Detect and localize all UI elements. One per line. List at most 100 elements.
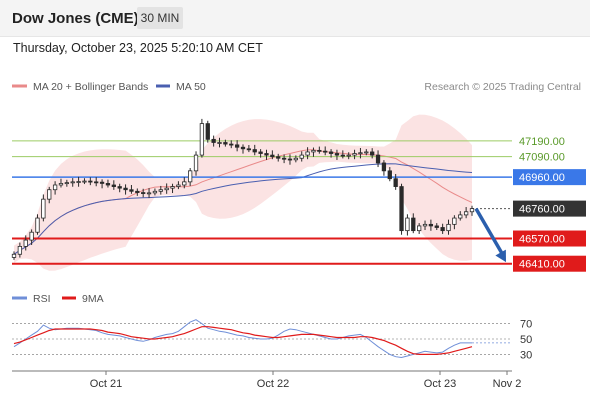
candle-body [41, 198, 46, 219]
candle-body [422, 223, 428, 227]
candle-body [99, 181, 105, 184]
candle-body [146, 192, 152, 195]
candle [88, 177, 93, 186]
candle-body [64, 182, 69, 185]
research-credit: Research © 2025 Trading Central [424, 81, 581, 93]
candle-body [417, 225, 422, 232]
candle [334, 149, 340, 160]
candle-body [229, 143, 234, 146]
time-axis: Oct 21 Oct 22 Oct 23 Nov 2 [12, 370, 521, 390]
candle-body [458, 214, 463, 219]
instrument-title: Dow Jones (CME) [12, 10, 139, 27]
candle-body [399, 186, 404, 232]
support-2-label: 46410.00 [519, 259, 565, 271]
candle [229, 140, 234, 149]
candle [176, 181, 181, 190]
candle-body [317, 149, 322, 152]
candle-body [323, 150, 328, 153]
price-pane: 47190.00 47090.00 46960.00 46760.00 46570.00… [11, 114, 586, 272]
candle-body [270, 154, 275, 158]
time-tick-label: Oct 21 [90, 378, 122, 390]
rsi-level-label: 50 [520, 334, 532, 346]
candle [164, 183, 169, 194]
candle [387, 167, 392, 182]
candle-body [463, 211, 469, 216]
candle [458, 211, 463, 221]
candle-body [211, 138, 216, 143]
candle-body [88, 180, 93, 183]
current-label: 46760.00 [519, 204, 565, 216]
candle-body [293, 157, 298, 161]
candle [41, 194, 46, 222]
candle-body [129, 189, 134, 192]
candle-body [141, 192, 146, 194]
candle [193, 151, 199, 176]
candle [299, 151, 304, 162]
candle [328, 149, 334, 158]
candle-body [105, 183, 111, 186]
candle [446, 219, 451, 235]
candle-body [387, 170, 392, 180]
candle [117, 183, 122, 193]
candle [276, 153, 281, 162]
candle [270, 150, 275, 160]
rsi-pane: 70 50 30 [12, 319, 532, 361]
candle-body [70, 181, 75, 184]
candle-body [381, 162, 387, 172]
candle [47, 186, 52, 204]
candle-body [158, 189, 163, 192]
candle [370, 148, 375, 159]
candle [146, 188, 152, 199]
support-1-tag [513, 230, 586, 247]
time-tick-label: Oct 23 [424, 378, 456, 390]
candle [234, 140, 240, 152]
candle [422, 220, 428, 231]
candle-body [393, 178, 398, 187]
candle-body [411, 217, 416, 232]
candle [463, 207, 469, 219]
candle-body [176, 184, 181, 187]
candle [317, 146, 322, 154]
rsi-ma-legend-label: 9MA [82, 293, 104, 305]
candle [281, 154, 287, 164]
candle-body [188, 170, 193, 183]
candle-body [17, 245, 23, 255]
candle [323, 146, 328, 156]
rsi-legend-label: RSI [33, 293, 51, 305]
candle [405, 214, 410, 236]
candle [434, 223, 439, 231]
candle-body [287, 158, 293, 161]
candle-body [276, 156, 281, 159]
candle [182, 177, 187, 189]
forecast-arrow-head [495, 249, 506, 263]
candle-body [340, 154, 345, 157]
rsi-level-label: 70 [520, 319, 532, 331]
candle [411, 213, 416, 234]
rsi-level-label: 30 [520, 349, 532, 361]
candle-body [358, 152, 363, 155]
candle-body [364, 151, 369, 154]
candle [170, 183, 175, 194]
candle [205, 120, 210, 143]
candle [358, 148, 363, 159]
candle-body [264, 153, 269, 156]
chart-header: Dow Jones (CME) 30 MIN [0, 0, 590, 37]
candle-body [281, 157, 287, 160]
candle [393, 173, 398, 190]
candle [440, 223, 445, 234]
candle [135, 188, 140, 196]
ma50-legend-label: MA 50 [176, 81, 206, 93]
candle [152, 188, 158, 196]
candle [211, 135, 216, 147]
candle [240, 144, 246, 154]
candle [105, 179, 111, 188]
chart-datetime: Thursday, October 23, 2025 5:20:10 AM CE… [13, 41, 263, 55]
candle-body [182, 181, 187, 186]
candle-body [375, 154, 381, 164]
timeframe-badge[interactable]: 30 MIN [137, 7, 183, 29]
candle [346, 152, 351, 160]
candle-body [234, 144, 240, 148]
candle-body [193, 154, 199, 172]
candle [252, 144, 257, 156]
bollinger-legend-label: MA 20 + Bollinger Bands [33, 81, 148, 93]
